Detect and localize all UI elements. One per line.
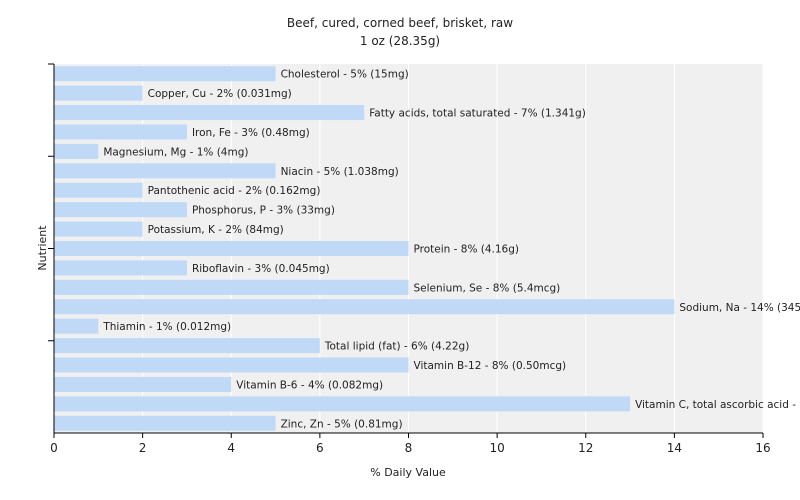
bar xyxy=(54,241,409,256)
bar-label: Phosphorus, P - 3% (33mg) xyxy=(192,205,335,217)
x-tick-label: 0 xyxy=(50,441,58,455)
bar-label: Riboflavin - 3% (0.045mg) xyxy=(192,263,330,275)
bar xyxy=(54,260,187,276)
axes: 0 2 4 6 8 10 12 14 16 xyxy=(48,63,771,455)
bar xyxy=(54,182,143,198)
bar xyxy=(54,163,276,179)
x-tick-label: 4 xyxy=(227,441,235,455)
bar xyxy=(54,202,187,218)
bar xyxy=(54,143,99,159)
bar-label: Fatty acids, total saturated - 7% (1.341… xyxy=(369,108,586,120)
bar xyxy=(54,124,187,140)
y-axis-label: Nutrient xyxy=(36,225,49,271)
bar-label: Protein - 8% (4.16g) xyxy=(414,244,520,256)
bar xyxy=(54,376,232,392)
bar xyxy=(54,221,143,237)
chart-subtitle: 1 oz (28.35g) xyxy=(360,34,440,48)
bar xyxy=(54,357,409,373)
bar-label: Total lipid (fat) - 6% (4.22g) xyxy=(324,341,469,353)
bar xyxy=(54,105,365,121)
bar-label: Iron, Fe - 3% (0.48mg) xyxy=(192,127,310,139)
bar xyxy=(54,338,320,354)
x-tick-label: 16 xyxy=(755,441,770,455)
bar-label: Magnesium, Mg - 1% (4mg) xyxy=(103,146,248,158)
bar-label: Zinc, Zn - 5% (0.81mg) xyxy=(281,418,403,430)
x-tick-label: 12 xyxy=(578,441,593,455)
chart-title: Beef, cured, corned beef, brisket, raw xyxy=(287,16,513,30)
bar xyxy=(54,299,675,315)
bar-label: Cholesterol - 5% (15mg) xyxy=(281,69,409,81)
x-tick-label: 2 xyxy=(139,441,147,455)
x-tick-label: 6 xyxy=(316,441,324,455)
bar-label: Selenium, Se - 8% (5.4mcg) xyxy=(414,282,561,294)
bar xyxy=(54,396,631,412)
bar-label: Vitamin B-12 - 8% (0.50mcg) xyxy=(414,360,567,372)
bar xyxy=(54,66,276,82)
x-tick-label: 14 xyxy=(667,441,682,455)
bar-label: Thiamin - 1% (0.012mg) xyxy=(102,321,231,333)
bar-label: Vitamin B-6 - 4% (0.082mg) xyxy=(236,379,383,391)
bars: Cholesterol - 5% (15mg) Copper, Cu - 2% (… xyxy=(54,66,800,431)
bar-label: Sodium, Na - 14% (345mg) xyxy=(679,302,800,314)
bar xyxy=(54,318,99,334)
bar-label: Pantothenic acid - 2% (0.162mg) xyxy=(148,185,321,197)
x-tick-label: 10 xyxy=(489,441,504,455)
bar-label: Vitamin C, total ascorbic acid - 13% (7.… xyxy=(635,399,800,411)
x-tick-label: 8 xyxy=(405,441,413,455)
x-axis-label: % Daily Value xyxy=(370,466,446,479)
bar xyxy=(54,415,276,431)
bar xyxy=(54,279,409,295)
bar-label: Potassium, K - 2% (84mg) xyxy=(148,224,284,236)
bar xyxy=(54,85,143,101)
bar-label: Copper, Cu - 2% (0.031mg) xyxy=(148,88,292,100)
bar-label: Niacin - 5% (1.038mg) xyxy=(281,166,399,178)
